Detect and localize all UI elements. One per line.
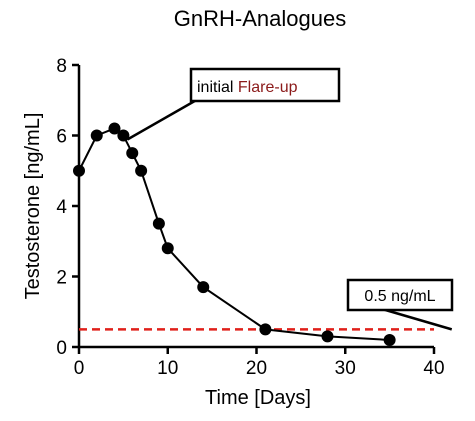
x-tick-label: 0 bbox=[74, 358, 85, 379]
svg-text:initial Flare-up: initial Flare-up bbox=[197, 79, 298, 96]
x-tick-label: 20 bbox=[246, 358, 267, 379]
data-point bbox=[135, 164, 148, 177]
testosterone-series-line bbox=[78, 127, 390, 341]
data-point bbox=[161, 242, 174, 255]
data-point bbox=[383, 333, 396, 346]
annotation-threshold: 0.5 ng/mL bbox=[346, 278, 454, 331]
y-axis-label: Testosterone [ng/mL] bbox=[22, 113, 44, 300]
data-point bbox=[126, 147, 139, 160]
flare-up-label-box bbox=[189, 67, 341, 103]
data-point bbox=[108, 122, 121, 135]
flare-up-label-highlight: Flare-up bbox=[238, 79, 298, 96]
plot-area: 0 10 20 30 40 0 2 4 6 8 bbox=[56, 56, 444, 379]
data-point bbox=[321, 330, 334, 343]
data-point bbox=[117, 129, 130, 142]
x-tick-label: 30 bbox=[335, 358, 356, 379]
y-tick-label: 0 bbox=[56, 338, 67, 359]
data-point bbox=[197, 281, 210, 294]
data-point bbox=[152, 217, 165, 230]
x-axis-label: Time [Days] bbox=[205, 387, 311, 409]
x-tick-label: 10 bbox=[157, 358, 178, 379]
annotation-flare-up: initial Flare-up bbox=[126, 67, 341, 141]
data-point bbox=[259, 323, 272, 336]
y-tick-label: 4 bbox=[56, 197, 67, 218]
y-tick-label: 2 bbox=[56, 268, 67, 289]
x-tick-label: 40 bbox=[423, 358, 444, 379]
flare-up-pointer-line bbox=[126, 96, 201, 141]
threshold-label-box bbox=[346, 278, 454, 312]
data-point bbox=[73, 164, 85, 177]
y-tick-label: 8 bbox=[56, 56, 67, 77]
flare-up-label-prefix: initial bbox=[197, 79, 238, 96]
threshold-label: 0.5 ng/mL bbox=[364, 288, 435, 305]
data-point bbox=[90, 129, 103, 142]
y-tick-label: 6 bbox=[56, 127, 67, 148]
threshold-pointer-line bbox=[381, 307, 453, 331]
chart-title: GnRH-Analogues bbox=[174, 6, 346, 31]
